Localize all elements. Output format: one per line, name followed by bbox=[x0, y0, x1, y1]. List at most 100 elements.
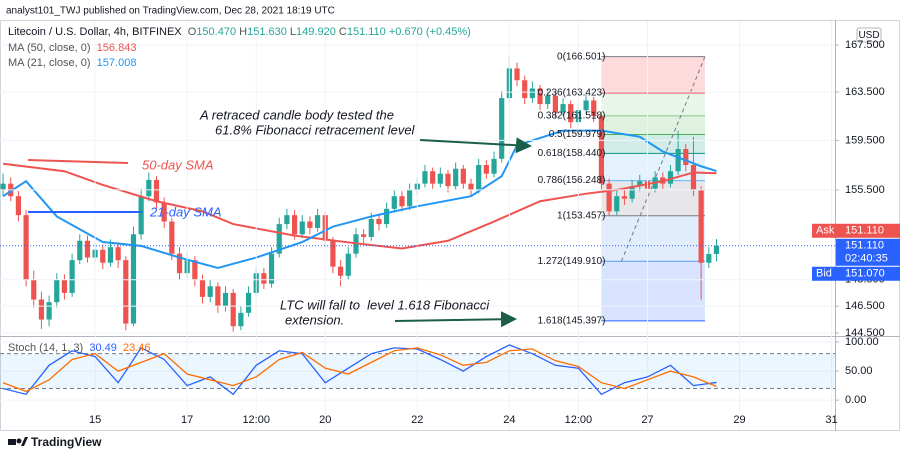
candle-body bbox=[153, 179, 160, 203]
candle-body bbox=[614, 196, 620, 212]
candle-body bbox=[61, 279, 68, 293]
series-line bbox=[2, 129, 717, 269]
candle-body bbox=[245, 292, 252, 313]
ask-name: Ask bbox=[816, 225, 835, 237]
annotation: LTC will fall to level 1.618 Fibonacci bbox=[280, 297, 490, 312]
candle-body bbox=[115, 247, 121, 261]
symbol: Litecoin / U.S. Dollar, 4h, BITFINEX bbox=[8, 26, 182, 38]
ma-legend: MA (50, close, 0) 156.843 bbox=[8, 42, 136, 54]
ohlc-name: O bbox=[187, 26, 197, 38]
candle-body bbox=[268, 253, 275, 284]
candle-body bbox=[468, 183, 474, 190]
author-line: analyst101_TWJ published on TradingView.… bbox=[6, 6, 335, 17]
currency: USD bbox=[858, 30, 879, 41]
candle-body bbox=[23, 215, 29, 280]
candle-body bbox=[399, 196, 405, 207]
candle-body bbox=[667, 171, 674, 184]
y-tick-label: 50.00 bbox=[845, 365, 873, 377]
legend-value: 30.49 bbox=[89, 342, 117, 354]
candle-body bbox=[690, 165, 697, 190]
bid-tag bbox=[812, 266, 900, 281]
candle-body bbox=[299, 221, 305, 235]
candle-body bbox=[598, 116, 605, 184]
candle-body bbox=[713, 245, 720, 255]
candle-body bbox=[552, 95, 558, 113]
legend-name: MA (50, close, 0) bbox=[8, 42, 91, 54]
candle-body bbox=[368, 218, 374, 237]
legend-value: 157.008 bbox=[96, 57, 137, 69]
candle-body bbox=[215, 286, 221, 307]
candle-body bbox=[422, 171, 428, 184]
ohlc-value: 150.470 bbox=[196, 26, 237, 38]
candle-body bbox=[261, 273, 267, 284]
candle-body bbox=[130, 234, 137, 324]
fib-label: 1.618(145.397) bbox=[538, 316, 606, 327]
fib-label: 0.5(159.979) bbox=[549, 129, 606, 140]
fib-label: 0.618(158.440) bbox=[538, 148, 606, 159]
candle-body bbox=[146, 179, 152, 197]
candle-body bbox=[337, 266, 344, 276]
fib-label: 1(153.457) bbox=[557, 210, 605, 221]
legend-value: 23.46 bbox=[123, 342, 151, 354]
change: +0.670 (+0.45%) bbox=[388, 26, 471, 38]
candle-body bbox=[706, 254, 712, 263]
candle-body bbox=[199, 279, 206, 297]
candle-body bbox=[560, 104, 566, 113]
series-line bbox=[2, 344, 717, 396]
fib-trend bbox=[620, 56, 706, 262]
last-price: 151.110 bbox=[845, 240, 884, 252]
x-tick-label: 29 bbox=[733, 414, 745, 426]
candle-body bbox=[38, 299, 45, 320]
bid-name: Bid bbox=[816, 268, 832, 280]
fib-label: 0.786(156.248) bbox=[538, 175, 606, 186]
candle-body bbox=[276, 224, 282, 254]
fib-label: 0.382(161.518) bbox=[538, 111, 606, 122]
candle-body bbox=[192, 260, 198, 280]
candle-body bbox=[583, 100, 589, 111]
candle-body bbox=[169, 221, 175, 254]
x-tick-label: 27 bbox=[641, 414, 653, 426]
ma-legend: MA (21, close, 0) 157.008 bbox=[8, 57, 136, 69]
annotation-arrow bbox=[419, 137, 532, 154]
candle-body bbox=[391, 196, 397, 209]
candle-body bbox=[84, 240, 91, 258]
y-tick-label: 167.500 bbox=[845, 39, 885, 51]
bid-value: 151.070 bbox=[845, 268, 885, 280]
ohlc-value: 151.110 bbox=[346, 26, 386, 38]
fib-zone bbox=[601, 115, 705, 135]
annotation: 21-day SMA bbox=[149, 204, 222, 219]
last-price-tag bbox=[836, 238, 900, 266]
candle-body bbox=[621, 196, 628, 199]
fib-zone bbox=[601, 215, 705, 262]
x-tick-label: 12:00 bbox=[565, 414, 593, 426]
x-tick-label: 22 bbox=[411, 414, 423, 426]
candle-body bbox=[453, 168, 459, 187]
candle-body bbox=[522, 80, 528, 99]
candle-body bbox=[514, 68, 520, 81]
candle-body bbox=[345, 253, 351, 276]
logo: TradingView bbox=[8, 435, 102, 449]
candle-body bbox=[529, 88, 535, 99]
legend-name: MA (21, close, 0) bbox=[8, 57, 91, 69]
fib-zone bbox=[601, 93, 705, 116]
x-tick-label: 15 bbox=[89, 414, 101, 426]
candle-body bbox=[107, 247, 114, 263]
candle-body bbox=[491, 158, 497, 174]
x-tick-label: 12:00 bbox=[242, 414, 270, 426]
stoch-band bbox=[0, 353, 835, 389]
candle-body bbox=[291, 215, 298, 235]
ohlc-name: L bbox=[289, 26, 297, 38]
candle-body bbox=[69, 260, 75, 293]
candle-body bbox=[123, 260, 129, 324]
annotation-line bbox=[27, 159, 129, 164]
annotation: A retraced candle body tested the bbox=[199, 107, 394, 122]
ohlc-value: 149.920 bbox=[296, 26, 336, 38]
x-tick-label: 24 bbox=[503, 414, 515, 426]
y-tick-label: 100.00 bbox=[845, 336, 879, 348]
candle-body bbox=[460, 168, 466, 184]
logo-mark bbox=[21, 437, 28, 446]
candle-body bbox=[698, 189, 704, 263]
candle-body bbox=[100, 249, 106, 263]
ask-value: 151.110 bbox=[845, 225, 884, 237]
